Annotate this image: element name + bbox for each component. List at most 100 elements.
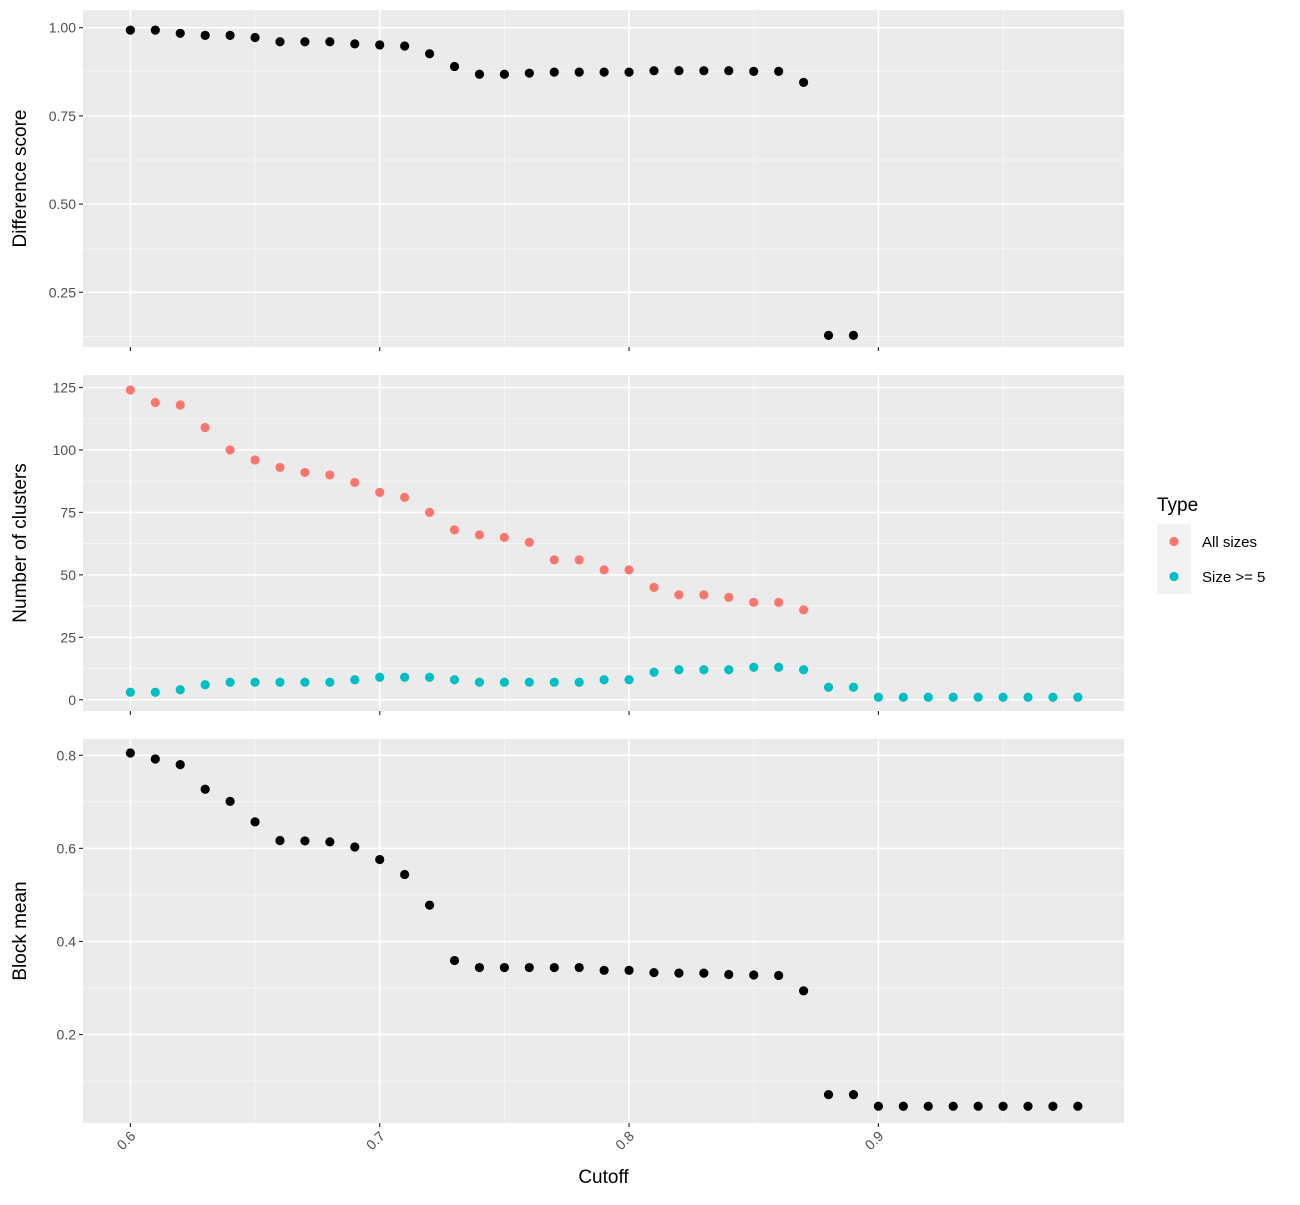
data-point	[449, 955, 460, 966]
data-point	[898, 692, 908, 702]
data-point	[225, 445, 235, 455]
data-point	[848, 330, 859, 340]
data-point	[175, 760, 185, 770]
y-tick-label: 125	[53, 379, 77, 395]
panel-background	[83, 375, 1124, 711]
data-point	[923, 1101, 933, 1111]
data-point	[375, 40, 385, 50]
data-point	[674, 590, 684, 600]
data-point	[574, 67, 584, 77]
data-point	[499, 962, 509, 973]
data-point	[524, 68, 534, 78]
y-axis-title: Difference score	[10, 110, 31, 248]
data-point	[774, 970, 784, 981]
panel-background	[83, 739, 1124, 1123]
y-tick-label: 0	[68, 692, 76, 708]
data-point	[350, 675, 360, 685]
data-point	[225, 796, 235, 806]
data-point	[624, 675, 634, 685]
data-point	[724, 592, 734, 602]
data-point	[275, 37, 285, 47]
data-point	[549, 677, 559, 687]
data-point	[150, 754, 160, 764]
data-point	[375, 487, 385, 498]
data-point	[649, 667, 659, 677]
data-point	[649, 582, 659, 592]
data-point	[724, 969, 734, 980]
data-point	[848, 682, 859, 692]
data-point	[200, 784, 210, 794]
data-point	[823, 330, 834, 340]
data-point	[599, 675, 609, 685]
data-point	[599, 965, 609, 975]
data-point	[474, 677, 485, 687]
data-point	[674, 66, 684, 76]
data-point	[873, 692, 883, 702]
data-point	[699, 66, 709, 76]
data-point	[823, 1090, 834, 1100]
data-point	[699, 968, 709, 978]
y-tick-label: 0.50	[49, 196, 76, 212]
legend-label-size-5: Size >= 5	[1202, 569, 1265, 586]
data-point	[749, 970, 759, 980]
data-point	[574, 962, 584, 973]
data-point	[250, 32, 260, 43]
data-point	[649, 968, 659, 978]
data-point	[948, 692, 958, 702]
series-all-sizes	[125, 385, 809, 615]
data-point	[474, 530, 485, 540]
data-point	[724, 665, 734, 675]
data-point	[325, 37, 335, 47]
data-point	[998, 1101, 1008, 1111]
data-point	[449, 525, 460, 535]
data-point	[1023, 692, 1033, 702]
data-point	[848, 1090, 859, 1100]
data-point	[424, 900, 435, 910]
y-tick-label: 100	[53, 442, 77, 458]
data-point	[350, 39, 360, 49]
data-point	[449, 675, 460, 685]
data-point	[674, 665, 684, 675]
data-point	[549, 67, 559, 77]
y-tick-label: 0.25	[49, 284, 76, 300]
data-point	[724, 66, 734, 76]
data-point	[1073, 1101, 1083, 1111]
data-point	[175, 400, 185, 410]
data-point	[325, 470, 335, 480]
panel-block-mean: 0.2 0.4 0.6 0.8 Block mean	[10, 739, 1124, 1127]
data-point	[200, 680, 210, 690]
data-point	[350, 477, 360, 488]
data-point	[275, 462, 285, 473]
data-point	[250, 817, 260, 827]
legend-title: Type	[1157, 495, 1198, 516]
data-point	[599, 67, 609, 77]
data-point	[549, 962, 559, 973]
data-point	[699, 590, 709, 600]
legend-key-point	[1169, 571, 1179, 582]
y-axis-title: Block mean	[10, 881, 31, 980]
data-point	[599, 565, 609, 575]
data-point	[400, 672, 410, 682]
data-point	[873, 1101, 883, 1111]
data-point	[973, 692, 983, 702]
y-tick-label: 0.2	[57, 1027, 77, 1043]
data-point	[499, 677, 509, 687]
data-point	[524, 962, 534, 973]
data-point	[674, 968, 684, 978]
y-tick-label: 0.75	[49, 108, 76, 124]
data-point	[798, 605, 809, 615]
data-point	[574, 677, 584, 687]
data-point	[200, 30, 210, 41]
y-tick-label: 1.00	[49, 20, 76, 36]
legend-key-point	[1169, 536, 1179, 547]
data-point	[325, 837, 335, 847]
y-tick-label: 0.8	[57, 747, 77, 763]
x-tick-label: 0.9	[861, 1128, 886, 1153]
data-point	[250, 455, 260, 465]
data-point	[400, 492, 410, 503]
data-point	[1073, 692, 1083, 702]
data-point	[300, 37, 310, 47]
data-point	[424, 672, 435, 682]
data-point	[275, 835, 285, 846]
